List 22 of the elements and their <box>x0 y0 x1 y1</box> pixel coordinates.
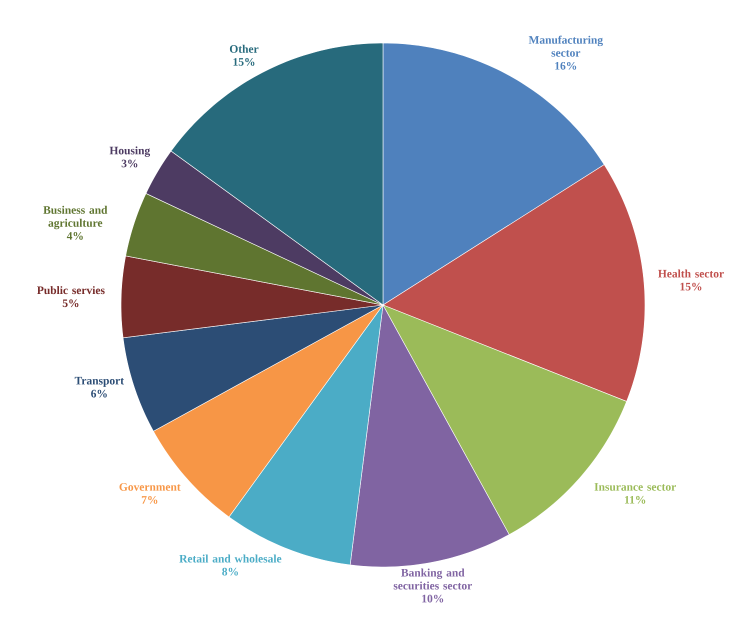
data-label: 15% <box>680 282 702 291</box>
data-label: 10% <box>422 594 444 602</box>
data-label: 6% <box>91 390 107 398</box>
data-label: 15% <box>233 58 254 66</box>
slice-label: Manufacturing sector <box>528 36 603 57</box>
slice-label: Insurance sector <box>594 483 676 491</box>
data-label: 3% <box>122 160 138 168</box>
slice-label: Business and agriculture <box>43 206 108 230</box>
slice-label: Housing <box>110 146 150 157</box>
slice-label: Other <box>230 44 258 53</box>
data-label: 4% <box>66 232 83 240</box>
data-label: 5% <box>62 299 78 308</box>
slice-label: Public servies <box>37 286 105 294</box>
data-label: 16% <box>555 62 576 70</box>
slice-label: Government <box>120 483 181 491</box>
data-label: 8% <box>222 568 238 576</box>
slice-label: Transport <box>74 376 124 387</box>
slice-label: Retail and wholesale <box>179 554 282 563</box>
data-label: 11% <box>624 496 646 504</box>
data-label: 7% <box>142 496 158 504</box>
slice-label: Banking and securities sector <box>394 568 472 590</box>
slice-label: Health sector <box>658 269 724 278</box>
